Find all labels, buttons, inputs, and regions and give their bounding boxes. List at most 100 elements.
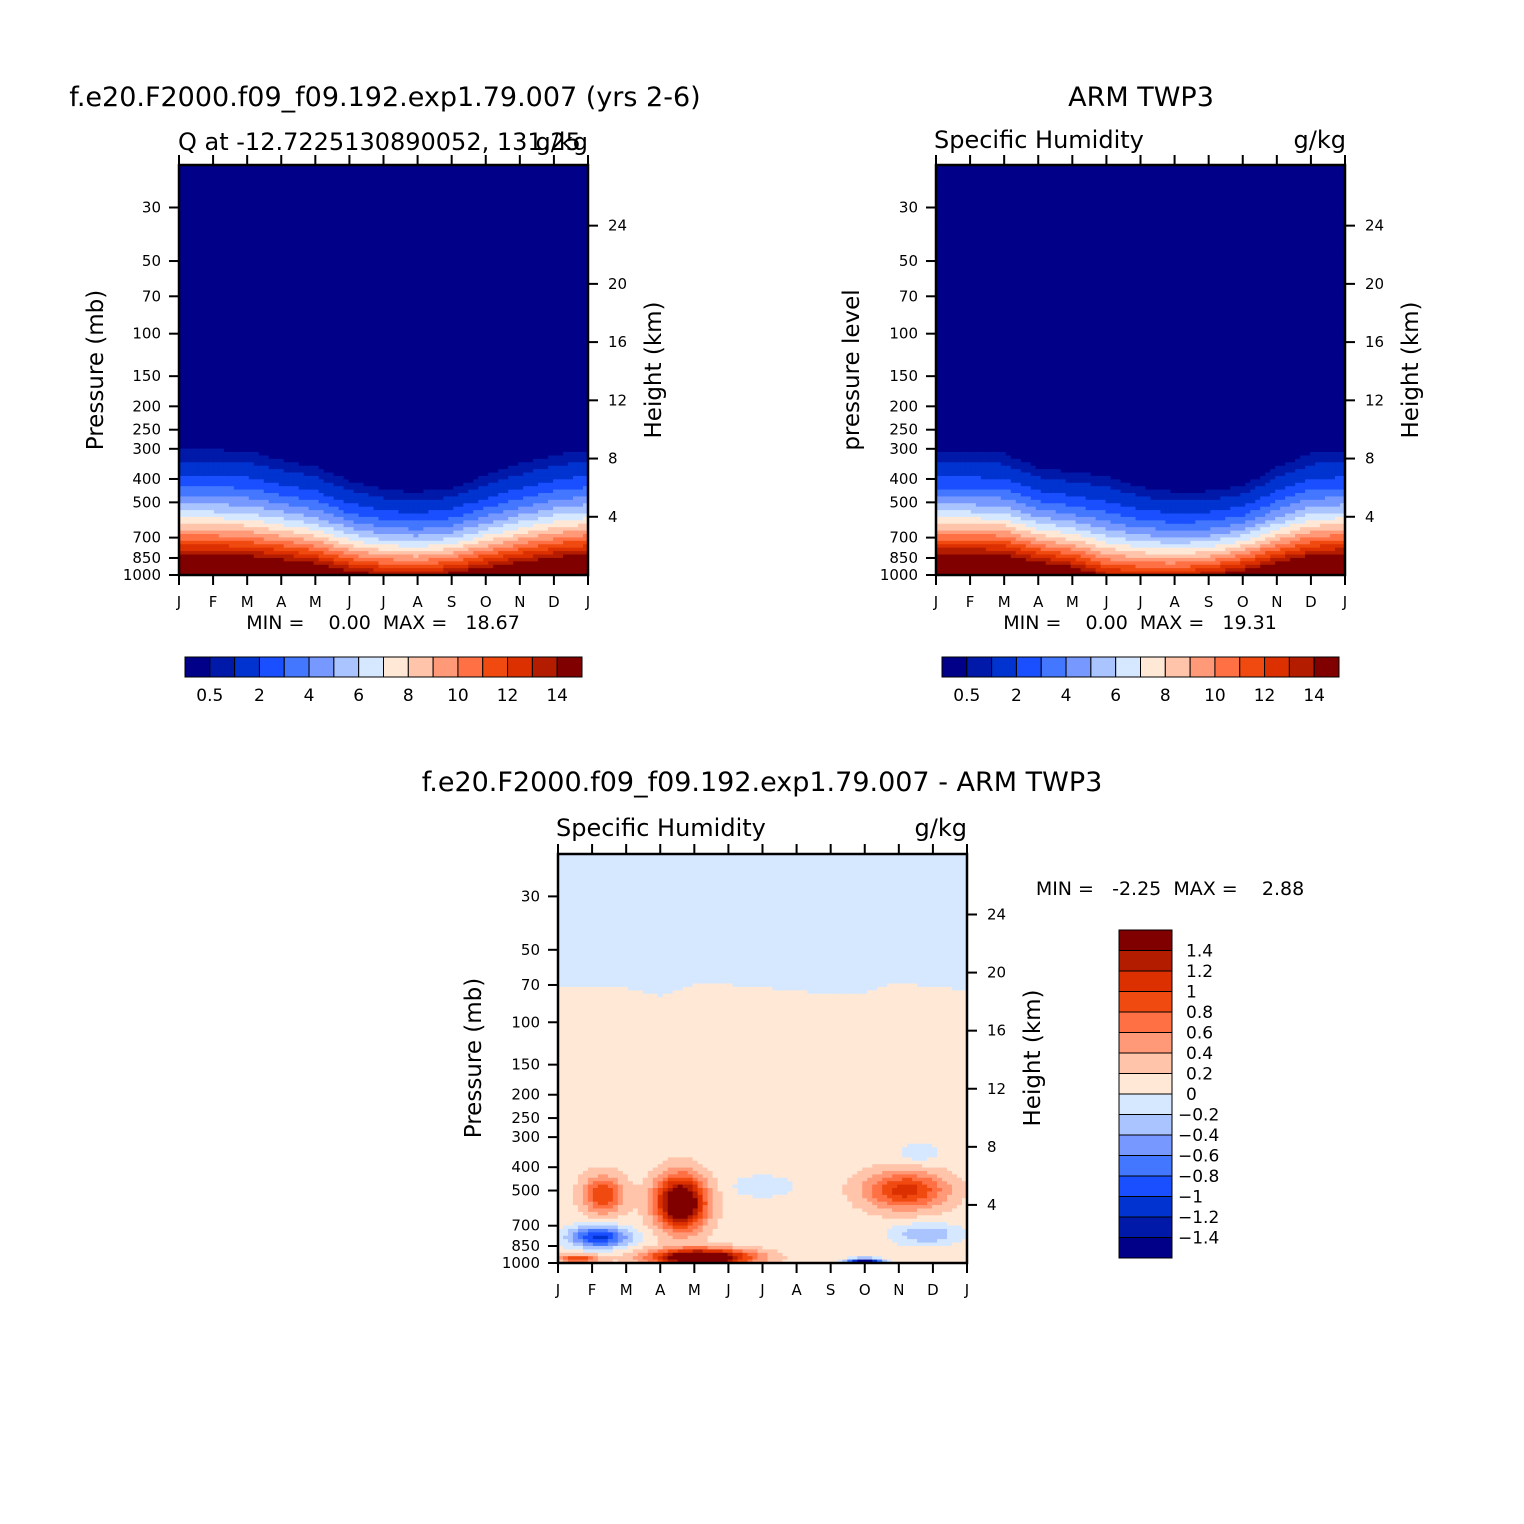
contour-cell (233, 465, 240, 470)
contour-cell (243, 561, 250, 566)
contour-cell (348, 206, 355, 211)
contour-cell (268, 229, 275, 234)
contour-cell (373, 257, 380, 262)
contour-cell (333, 404, 340, 409)
contour-cell (303, 479, 310, 484)
contour-cell (258, 349, 265, 354)
contour-cell (373, 417, 380, 422)
contour-cell (333, 523, 340, 528)
contour-cell (213, 561, 220, 566)
contour-cell (353, 264, 360, 269)
contour-cell (193, 335, 200, 340)
contour-cell (183, 397, 190, 402)
contour-cell (278, 452, 285, 457)
contour-cell (328, 465, 335, 470)
contour-cell (273, 332, 280, 337)
contour-cell (363, 445, 370, 450)
contour-cell (213, 516, 220, 521)
contour-cell (203, 243, 210, 248)
contour-cell (248, 499, 255, 504)
contour-cell (383, 397, 390, 402)
contour-cell (303, 486, 310, 491)
contour-cell (268, 489, 275, 494)
contour-cell (363, 530, 370, 535)
contour-cell (303, 342, 310, 347)
contour-cell (188, 530, 195, 535)
contour-cell (368, 455, 375, 460)
contour-cell (348, 373, 355, 378)
contour-cell (268, 243, 275, 248)
contour-cell (363, 407, 370, 412)
contour-cell (308, 274, 315, 279)
contour-cell (258, 411, 265, 416)
contour-cell (343, 414, 350, 419)
contour-cell (348, 240, 355, 245)
contour-cell (268, 380, 275, 385)
contour-cell (323, 212, 330, 217)
contour-cell (218, 171, 225, 176)
contour-cell (193, 561, 200, 566)
contour-cell (333, 284, 340, 289)
contour-cell (263, 561, 270, 566)
contour-cell (273, 270, 280, 275)
contour-cell (318, 342, 325, 347)
contour-cell (313, 452, 320, 457)
contour-cell (343, 188, 350, 193)
contour-cell (283, 216, 290, 221)
contour-cell (328, 554, 335, 559)
contour-cell (313, 387, 320, 392)
contour-cell (363, 376, 370, 381)
contour-cell (308, 182, 315, 187)
contour-cell (348, 329, 355, 334)
contour-cell (213, 380, 220, 385)
contour-cell (183, 376, 190, 381)
contour-cell (303, 311, 310, 316)
contour-cell (223, 516, 230, 521)
contour-cell (218, 223, 225, 228)
contour-cell (378, 284, 385, 289)
contour-cell (298, 376, 305, 381)
contour-cell (213, 469, 220, 474)
contour-cell (373, 175, 380, 180)
contour-cell (203, 564, 210, 569)
contour-cell (283, 506, 290, 511)
contour-cell (358, 383, 365, 388)
contour-cell (363, 400, 370, 405)
contour-cell (248, 233, 255, 238)
contour-cell (248, 482, 255, 487)
contour-cell (273, 475, 280, 480)
contour-cell (358, 544, 365, 549)
contour-cell (373, 346, 380, 351)
contour-cell (198, 493, 205, 498)
contour-cell (353, 236, 360, 241)
contour-cell (303, 393, 310, 398)
contour-cell (343, 400, 350, 405)
contour-cell (343, 301, 350, 306)
contour-cell (233, 417, 240, 422)
contour-cell (338, 554, 345, 559)
contour-cell (378, 390, 385, 395)
contour-cell (363, 223, 370, 228)
contour-cell (343, 257, 350, 262)
contour-cell (323, 219, 330, 224)
contour-cell (298, 431, 305, 436)
contour-cell (208, 397, 215, 402)
contour-cell (288, 335, 295, 340)
contour-cell (318, 219, 325, 224)
contour-cell (228, 247, 235, 252)
contour-cell (273, 335, 280, 340)
contour-cell (328, 387, 335, 392)
contour-cell (248, 212, 255, 217)
contour-cell (233, 267, 240, 272)
contour-cell (373, 499, 380, 504)
contour-cell (348, 383, 355, 388)
contour-cell (278, 349, 285, 354)
contour-cell (373, 202, 380, 207)
contour-cell (383, 322, 390, 327)
contour-cell (258, 479, 265, 484)
contour-cell (193, 168, 200, 173)
contour-cell (253, 503, 260, 508)
contour-cell (343, 305, 350, 310)
contour-cell (208, 458, 215, 463)
contour-cell (303, 445, 310, 450)
